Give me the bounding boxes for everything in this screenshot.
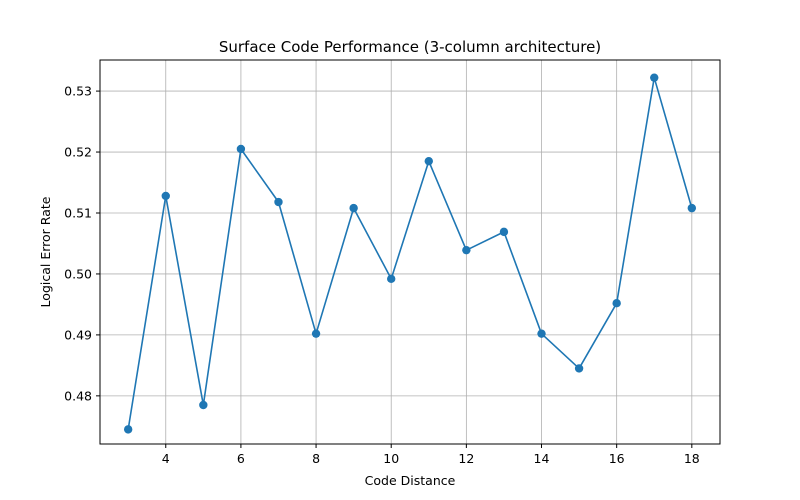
data-point bbox=[462, 245, 471, 255]
data-point bbox=[349, 203, 358, 213]
series-layer bbox=[123, 73, 697, 434]
data-point bbox=[311, 329, 321, 338]
y-tick-label: 0.49 bbox=[64, 327, 92, 342]
plot-frame bbox=[99, 59, 721, 445]
data-point bbox=[424, 156, 433, 166]
y-tick-label: 0.50 bbox=[64, 266, 92, 281]
series-line bbox=[127, 76, 693, 430]
data-point bbox=[199, 400, 208, 410]
x-tick-label: 12 bbox=[458, 451, 474, 466]
data-point bbox=[574, 364, 584, 373]
chart-title: Surface Code Performance (3-column archi… bbox=[219, 38, 601, 56]
x-tick-label: 4 bbox=[162, 451, 170, 466]
y-tick-label: 0.51 bbox=[64, 205, 92, 220]
data-point bbox=[123, 425, 133, 434]
y-tick-label: 0.48 bbox=[64, 388, 92, 403]
data-point bbox=[687, 203, 697, 213]
x-tick-label: 18 bbox=[684, 451, 700, 466]
grid-lines bbox=[100, 60, 720, 444]
data-point bbox=[387, 274, 396, 284]
data-point bbox=[499, 227, 509, 237]
data-point bbox=[537, 329, 546, 338]
y-axis-label: Logical Error Rate bbox=[38, 196, 53, 307]
x-tick-label: 14 bbox=[534, 451, 550, 466]
data-point bbox=[650, 73, 659, 82]
x-tick-label: 16 bbox=[609, 451, 625, 466]
x-tick-label: 10 bbox=[383, 451, 399, 466]
y-tick-label: 0.53 bbox=[64, 84, 92, 99]
x-tick-label: 6 bbox=[237, 451, 245, 466]
data-point bbox=[274, 197, 283, 207]
x-axis-label: Code Distance bbox=[365, 473, 456, 488]
y-tick-label: 0.52 bbox=[64, 145, 92, 160]
data-point bbox=[612, 299, 621, 308]
x-axis-ticks: 4 6 8 10 12 14 16 18 bbox=[162, 444, 700, 466]
data-point bbox=[236, 144, 246, 154]
y-axis-ticks: 0.48 0.49 0.50 0.51 0.52 0.53 bbox=[64, 84, 100, 403]
x-tick-label: 8 bbox=[312, 451, 320, 466]
data-point bbox=[161, 191, 170, 201]
